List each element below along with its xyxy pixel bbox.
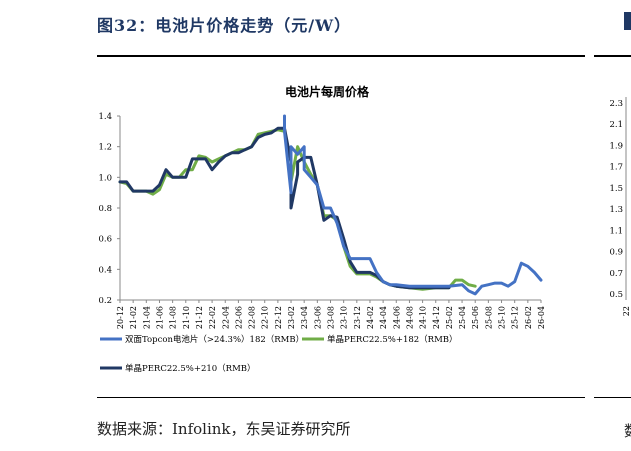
bottom-rule-next-figure xyxy=(594,397,631,398)
x-tick-label: 22-10 xyxy=(261,306,270,329)
y-tick-label: 1.4 xyxy=(98,112,112,122)
x-tick-label: 23-02 xyxy=(287,306,296,329)
x-tick-label: 21-02 xyxy=(129,306,138,329)
chart-legend: 双面Topcon电池片（>24.3%）182（RMB） 单晶PERC22.5%+1… xyxy=(100,334,458,374)
x-tick-label: 25-02 xyxy=(445,306,454,329)
next-chart-partial: 2.3 2.1 1.9 1.7 1.5 1.3 1.1 0.9 0.7 0.5 22 xyxy=(609,97,631,316)
x-tick-label: 22-02 xyxy=(208,306,217,329)
series-line-1 xyxy=(283,114,543,296)
x-tick-label: 25-04 xyxy=(458,306,467,329)
next-chart-y-tick-label: 0.7 xyxy=(609,269,623,279)
next-chart-y-tick-label: 0.9 xyxy=(609,248,623,258)
x-tick-label: 21-04 xyxy=(142,306,151,329)
x-tick-label: 25-06 xyxy=(471,306,480,329)
chart-series-layer xyxy=(118,114,543,296)
x-tick-label: 26-04 xyxy=(537,306,546,329)
y-tick-label: 0.8 xyxy=(98,204,112,214)
figure-heading: 图32：电池片价格走势（元/W） xyxy=(97,16,352,35)
x-tick-label: 26-02 xyxy=(524,306,533,329)
x-tick-label: 20-12 xyxy=(116,306,125,329)
next-chart-y-tick-label: 1.7 xyxy=(609,163,623,173)
x-tick-label: 25-08 xyxy=(484,306,493,329)
x-tick-label: 21-06 xyxy=(155,306,164,329)
chart-axes: 0.2 0.4 0.6 0.8 1.0 1.2 1.4 20-12 21-02 21-04 21-0… xyxy=(98,112,546,329)
x-tick-label: 25-12 xyxy=(511,306,520,329)
top-rule-next-figure xyxy=(594,55,631,57)
next-source-note-edge: 数 xyxy=(624,420,631,441)
next-chart-y-tick-label: 1.5 xyxy=(609,184,623,194)
x-tick-label: 24-08 xyxy=(405,306,414,329)
next-chart-x-tick-label: 22 xyxy=(622,306,631,316)
source-note: 数据来源：Infolink，东吴证券研究所 xyxy=(97,420,351,438)
next-chart-y-tick-label: 1.1 xyxy=(609,226,623,236)
next-figure-heading-edge xyxy=(624,12,631,30)
x-tick-label: 21-08 xyxy=(169,306,178,329)
y-tick-label: 1.0 xyxy=(98,173,112,183)
x-tick-label: 23-06 xyxy=(313,306,322,329)
x-tick-label: 24-06 xyxy=(392,306,401,329)
x-tick-label: 23-10 xyxy=(340,306,349,329)
x-tick-label: 25-10 xyxy=(498,306,507,329)
x-tick-label: 24-10 xyxy=(419,306,428,329)
next-chart-y-tick-label: 1.3 xyxy=(609,205,623,215)
next-chart-y-tick-label: 2.1 xyxy=(609,120,623,130)
next-chart-y-tick-label: 0.5 xyxy=(609,290,623,300)
top-rule xyxy=(97,55,585,57)
x-tick-label: 24-04 xyxy=(379,306,388,329)
x-tick-label: 23-12 xyxy=(353,306,362,329)
x-tick-label: 21-12 xyxy=(195,306,204,329)
x-tick-label: 22-06 xyxy=(234,306,243,329)
y-tick-label: 0.6 xyxy=(98,235,112,245)
y-tick-label: 0.2 xyxy=(98,296,112,306)
legend-label-1: 双面Topcon电池片（>24.3%）182（RMB） xyxy=(125,334,304,345)
bottom-rule xyxy=(97,397,585,398)
next-chart-y-tick-label: 2.3 xyxy=(609,99,623,109)
x-tick-label: 24-02 xyxy=(366,306,375,329)
legend-label-2: 单晶PERC22.5%+182（RMB） xyxy=(327,334,458,345)
x-tick-label: 23-08 xyxy=(327,306,336,329)
x-tick-label: 24-12 xyxy=(432,306,441,329)
x-tick-label: 22-04 xyxy=(221,306,230,329)
x-tick-label: 23-04 xyxy=(300,306,309,329)
y-tick-label: 0.4 xyxy=(98,265,112,275)
price-line-chart: 电池片每周价格 0.2 0.4 0.6 0.8 1.0 1.2 1.4 20-12 21-02 2… xyxy=(98,84,631,374)
y-tick-label: 1.2 xyxy=(98,143,112,153)
x-tick-label: 22-12 xyxy=(274,306,283,329)
x-tick-label: 22-08 xyxy=(248,306,257,329)
next-chart-y-tick-label: 1.9 xyxy=(609,141,623,151)
x-tick-label: 21-10 xyxy=(182,306,191,329)
series-line-3 xyxy=(118,126,451,290)
legend-label-3: 单晶PERC22.5%+210（RMB） xyxy=(125,363,256,374)
chart-title: 电池片每周价格 xyxy=(285,84,370,99)
